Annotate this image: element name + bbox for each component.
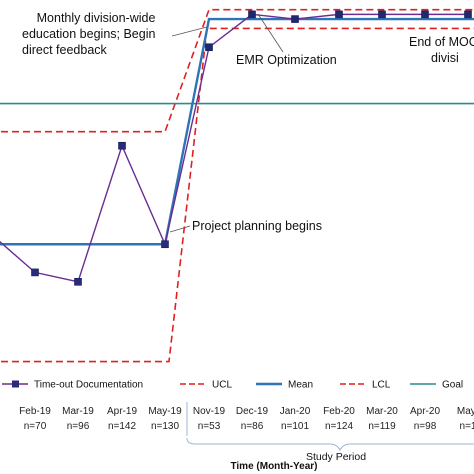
legend-item-mean: Mean [256,380,313,391]
legend-item-time-out-documentation: Time-out Documentation [2,380,143,391]
x-tick-month-Nov-19: Nov-19 [193,406,226,417]
x-tick-n-Dec-19: n=86 [241,421,264,432]
x-tick-month-May-20: May- [457,406,474,417]
mean-line [0,17,474,246]
leader-planning [169,225,191,233]
data-point-Apr-20 [421,10,429,19]
leader-monthly [171,26,208,37]
study-period-label: Study Period [306,451,366,463]
x-tick-month-May-19: May-19 [148,406,182,417]
time-out-documentation-line [0,13,468,283]
data-point-May-20 [464,10,472,19]
data-point-May-19 [161,240,169,249]
x-axis: 90Feb-19n=70Mar-19n=96Apr-19n=142May-19n… [19,402,474,472]
legend-label: UCL [212,380,232,391]
ucl-line [0,8,474,133]
data-point-Mar-20 [378,10,386,19]
annotation-emr-optimization: EMR Optimization [236,53,337,67]
x-tick-month-Mar-19: Mar-19 [62,406,94,417]
annotation-leaders [169,13,284,233]
annotation-monthly-line2: education begins; Begin [22,27,156,41]
lcl-line [0,27,474,363]
data-point-Apr-19 [118,141,126,150]
x-tick-n-Feb-19: n=70 [24,421,47,432]
x-tick-month-Jan-20: Jan-20 [280,406,311,417]
data-point-Jan-20 [291,15,299,23]
x-tick-n-Mar-20: n=119 [368,421,396,432]
x-tick-month-Apr-20: Apr-20 [410,406,440,417]
legend-item-goal: Goal [410,380,463,391]
study-period-bracket [186,437,474,452]
annotation-end-line1: End of MOC [409,35,474,49]
x-tick-month-Mar-20: Mar-20 [366,406,398,417]
data-point-Dec-19 [248,10,256,19]
data-point-Mar-19 [74,277,82,286]
data-points [31,10,472,286]
x-tick-month-Feb-20: Feb-20 [323,406,355,417]
x-tick-n-Jan-20: n=101 [281,421,310,432]
annotation-end-line2: divisi [431,51,459,65]
chart-legend: Time-out Documentation UCL Mean LCL Goal [2,380,463,391]
annotation-end-of-moc: End of MOC divisi [409,34,474,66]
x-tick-n-Apr-19: n=142 [108,421,137,432]
x-tick-n-May-20: n=1 [460,421,474,432]
legend-swatch-marker [12,380,19,388]
x-tick-n-Nov-19: n=53 [198,421,221,432]
data-point-Feb-20 [335,10,343,19]
data-point-Feb-19 [31,268,39,277]
legend-item-lcl: LCL [340,380,391,391]
leader-emr [257,13,284,53]
x-tick-n-Mar-19: n=96 [67,421,90,432]
legend-label: Goal [442,380,463,391]
legend-item-ucl: UCL [180,380,232,391]
chart-lines [0,8,474,363]
legend-label: Mean [288,380,313,391]
x-tick-month-Dec-19: Dec-19 [236,406,269,417]
x-tick-n-Feb-20: n=124 [325,421,354,432]
annotation-monthly-line3: direct feedback [22,43,107,57]
data-point-Nov-19 [205,43,213,52]
annotation-monthly-line1: Monthly division-wide [36,11,156,25]
x-tick-n-Apr-20: n=98 [414,421,437,432]
x-tick-month-Feb-19: Feb-19 [19,406,51,417]
annotation-project-planning: Project planning begins [192,219,322,233]
x-axis-title: Time (Month-Year) [230,461,317,472]
legend-label: LCL [372,380,391,391]
annotation-monthly-education: Monthly division-wide education begins; … [22,10,155,58]
x-tick-n-May-19: n=130 [151,421,180,432]
x-tick-month-Apr-19: Apr-19 [107,406,137,417]
legend-label: Time-out Documentation [34,380,143,391]
